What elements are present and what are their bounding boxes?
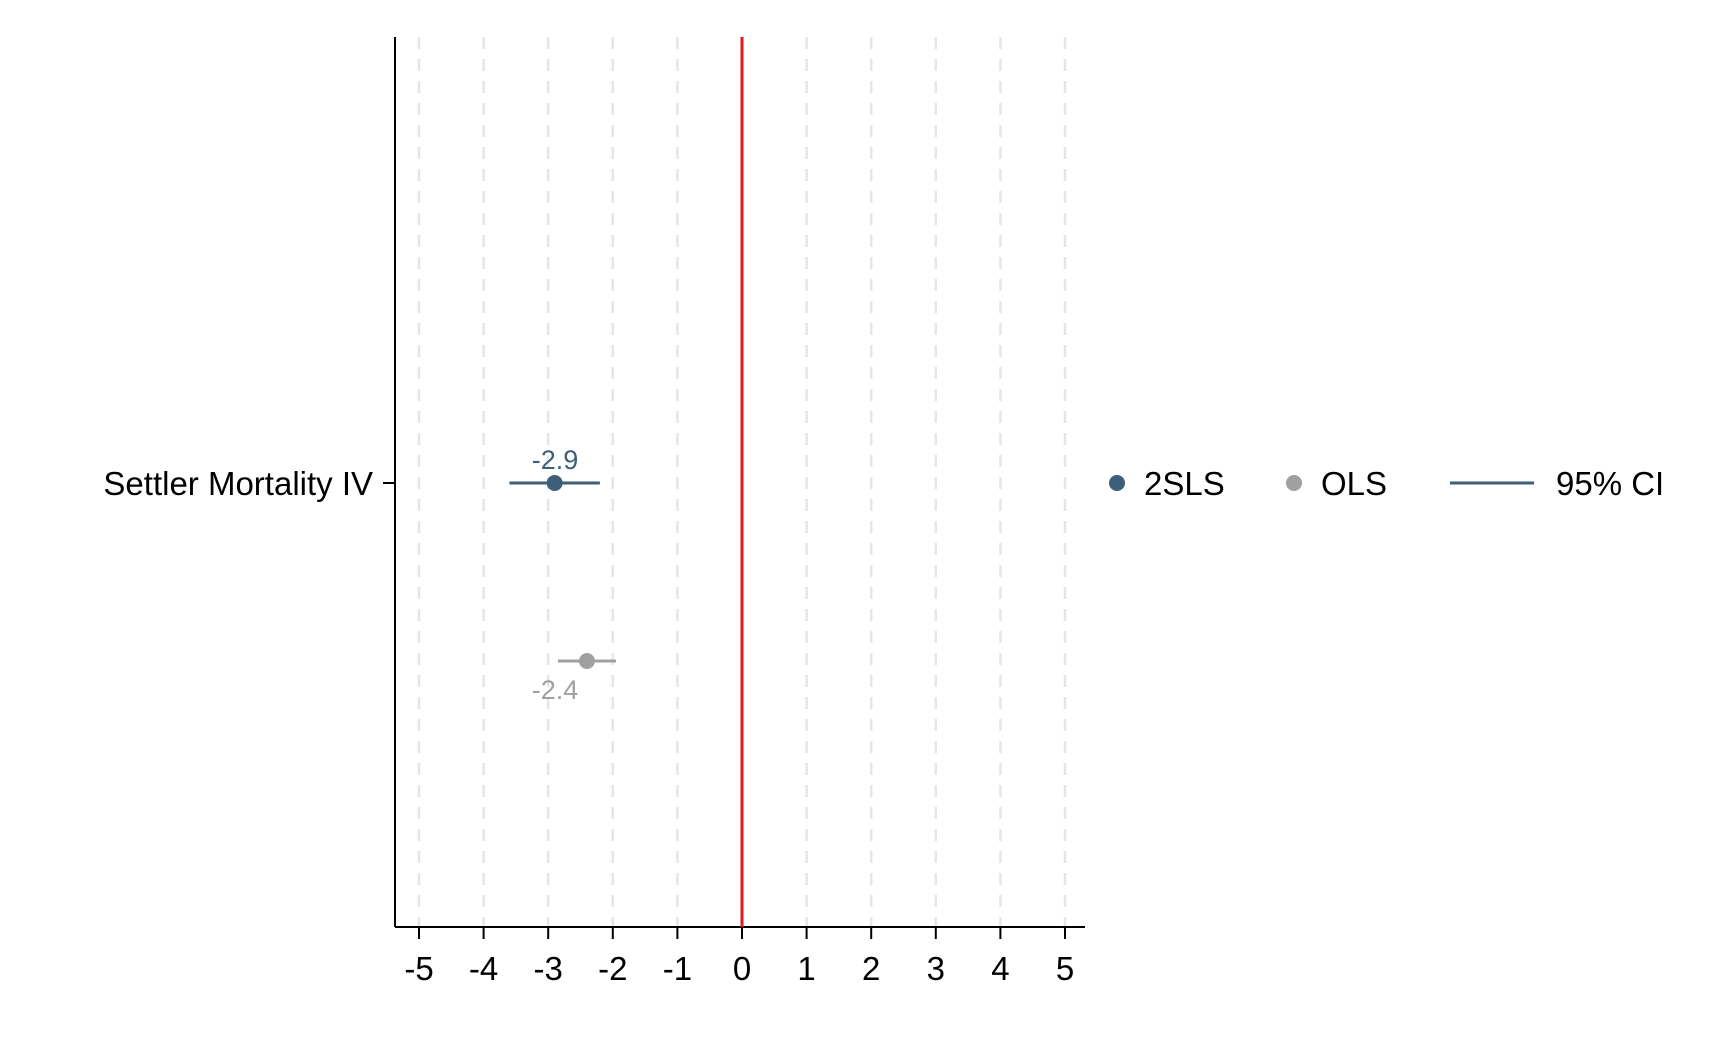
axes: -5 -4 -3 -2 -1 0 1 2 3 4 5 Settler Mortality IV [103,37,1085,987]
legend-label: OLS [1321,465,1387,502]
x-tick-label: -4 [469,950,498,987]
legend-marker [1109,475,1125,491]
point-estimate [546,475,563,491]
data-label: -2.9 [532,445,579,475]
legend-label: 95% CI [1556,465,1664,502]
legend: 2SLS OLS 95% CI [1109,465,1664,502]
x-tick-label: -2 [598,950,627,987]
legend-marker [1286,475,1302,491]
data-marks: -2.9 -2.4 [509,37,744,927]
data-label: -2.4 [532,675,579,705]
x-tick-label: 0 [733,950,751,987]
x-tick-label: -3 [534,950,563,987]
x-tick-label: -1 [663,950,692,987]
x-tick-label: 5 [1056,950,1074,987]
x-tick-label: 1 [797,950,815,987]
y-tick-label: Settler Mortality IV [103,465,373,502]
legend-label: 2SLS [1144,465,1225,502]
x-tick-label: 4 [991,950,1009,987]
x-tick-label: -5 [404,950,433,987]
point-estimate [578,653,595,669]
x-tick-label: 3 [927,950,945,987]
x-tick-label: 2 [862,950,880,987]
